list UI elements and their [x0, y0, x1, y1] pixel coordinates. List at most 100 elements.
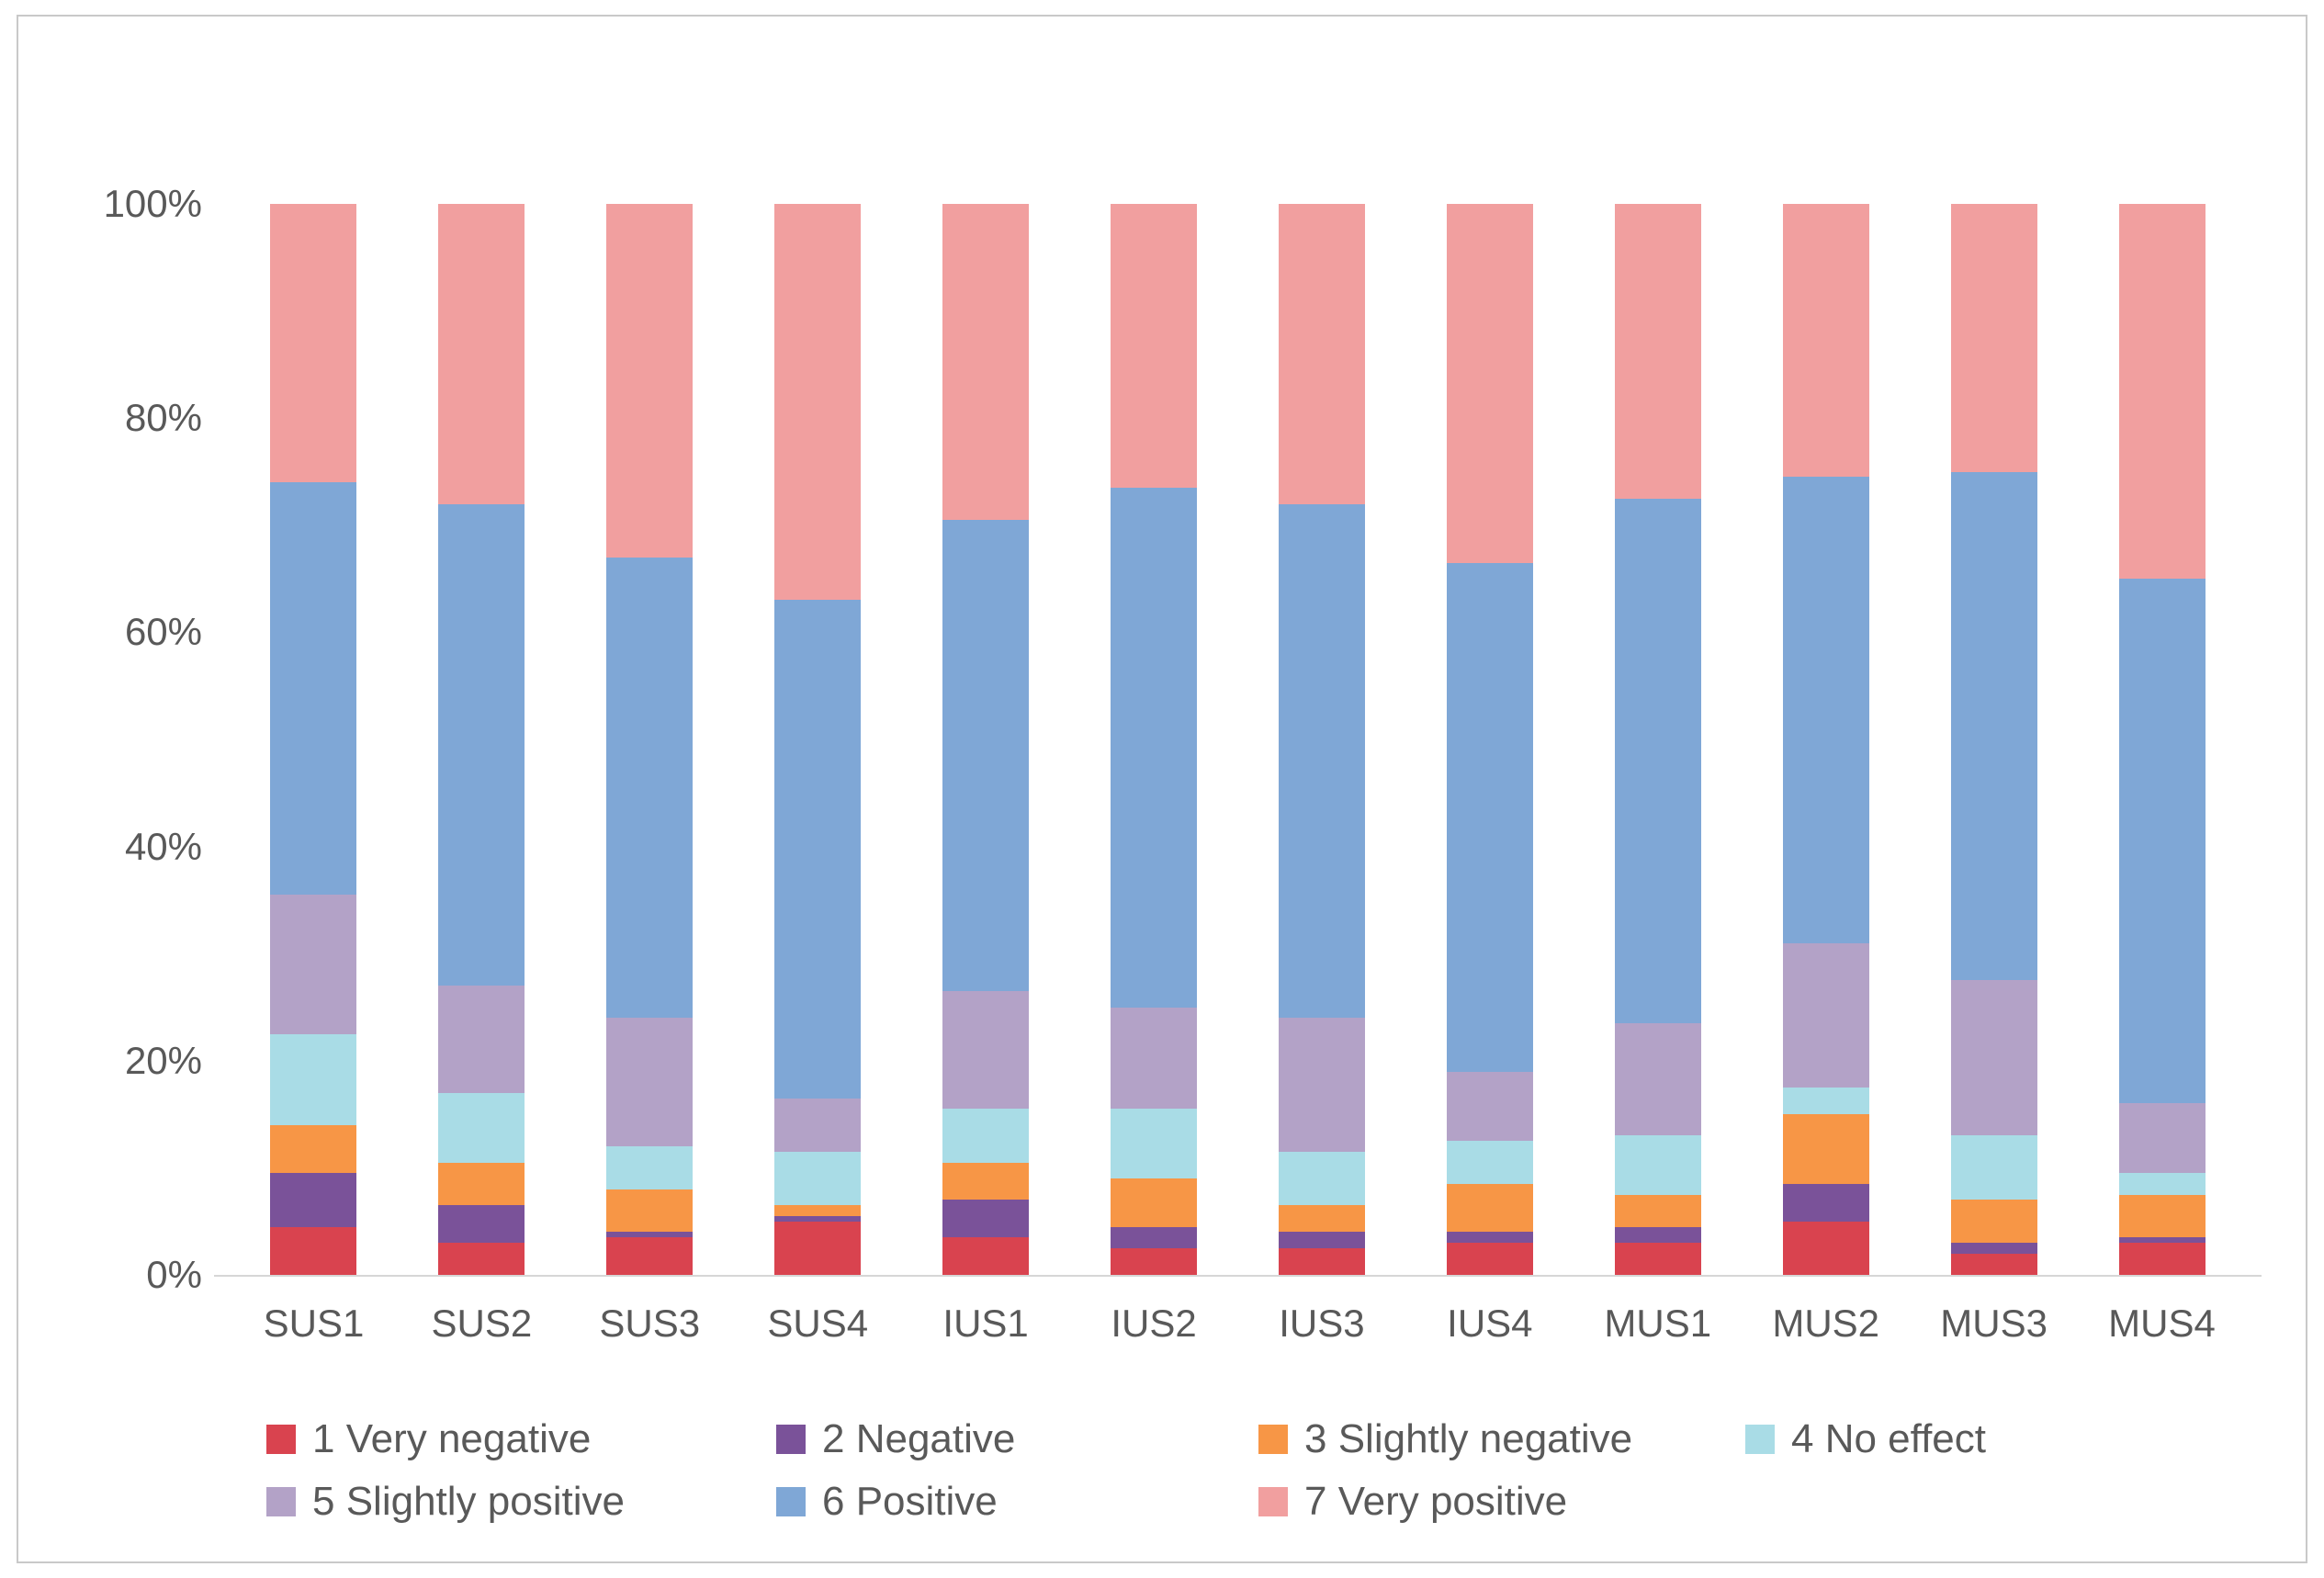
bar-segment: [1278, 204, 1365, 504]
bar-segment: [1950, 1200, 2037, 1244]
legend-label: 3 Slightly negative: [1304, 1416, 1633, 1461]
bar-segment: [606, 1018, 694, 1147]
bar-segment: [942, 1162, 1030, 1200]
legend-swatch: [266, 1487, 296, 1516]
bar-segment: [1950, 980, 2037, 1136]
bar: [942, 204, 1030, 1275]
bar-segment: [774, 1098, 862, 1152]
bar-segment: [942, 204, 1030, 521]
bar-segment: [1614, 498, 1701, 1024]
bar-segment: [1278, 503, 1365, 1019]
bar-segment: [270, 1033, 357, 1125]
x-axis-label: IUS1: [942, 1302, 1029, 1345]
x-axis-label: IUS2: [1111, 1302, 1197, 1345]
bar-segment: [1446, 1071, 1533, 1142]
x-axis-label: SUS2: [431, 1302, 533, 1345]
legend-item: 7 Very positive: [1258, 1482, 1745, 1522]
x-axis-label: IUS4: [1447, 1302, 1533, 1345]
bar-segment: [1446, 1232, 1533, 1244]
bar-segment: [1278, 1151, 1365, 1206]
bar-segment: [606, 1232, 694, 1238]
legend-item: 3 Slightly negative: [1258, 1419, 1745, 1460]
bar-segment: [2118, 1237, 2206, 1244]
bar-segment: [942, 520, 1030, 992]
bar-segment: [1950, 204, 2037, 472]
bar-segment: [774, 1221, 862, 1275]
bar: [774, 204, 862, 1275]
bar-segment: [1111, 1109, 1198, 1179]
bar-segment: [774, 1215, 862, 1222]
y-tick-label: 40%: [124, 824, 202, 868]
legend-item: 6 Positive: [776, 1482, 1258, 1522]
bar-segment: [1950, 471, 2037, 981]
bar-segment: [2118, 579, 2206, 1104]
x-axis-label: SUS1: [263, 1302, 365, 1345]
bar-segment: [774, 1151, 862, 1206]
legend-swatch: [776, 1487, 806, 1516]
y-tick-label: 20%: [124, 1038, 202, 1082]
legend-label: 5 Slightly positive: [312, 1479, 625, 1524]
bar-segment: [1111, 204, 1198, 489]
bar-segment: [1446, 1183, 1533, 1233]
bar-segment: [2118, 1194, 2206, 1238]
bar-segment: [1111, 1007, 1198, 1110]
x-axis-label: IUS3: [1279, 1302, 1365, 1345]
bar-segment: [1111, 488, 1198, 1008]
x-axis-line: [214, 1275, 2262, 1277]
bar-segment: [438, 204, 525, 504]
bar: [270, 204, 357, 1275]
bar-segment: [774, 1205, 862, 1216]
bar-segment: [1111, 1226, 1198, 1248]
bar-segment: [1278, 1018, 1365, 1152]
bar-segment: [438, 1243, 525, 1275]
y-tick-label: 0%: [146, 1253, 202, 1296]
bar-segment: [1950, 1135, 2037, 1200]
bar-segment: [942, 991, 1030, 1110]
bar-segment: [2118, 204, 2206, 580]
bar-segment: [270, 1124, 357, 1174]
bar-segment: [1782, 477, 1869, 943]
bar: [1278, 204, 1365, 1275]
bar-segment: [1446, 204, 1533, 563]
bar: [438, 204, 525, 1275]
bar-segment: [1782, 1221, 1869, 1275]
bar-segment: [942, 1109, 1030, 1163]
legend-label: 2 Negative: [822, 1416, 1016, 1461]
bar-segment: [1446, 562, 1533, 1072]
bar-segment: [774, 600, 862, 1099]
bar: [1950, 204, 2037, 1275]
bar-segment: [1950, 1253, 2037, 1275]
legend-item: 4 No effect: [1745, 1419, 1986, 1460]
legend-item: 2 Negative: [776, 1419, 1258, 1460]
bar-segment: [2118, 1173, 2206, 1195]
bar-segment: [1782, 1087, 1869, 1115]
legend-label: 7 Very positive: [1304, 1479, 1568, 1524]
legend-swatch: [1258, 1487, 1288, 1516]
bar-segment: [606, 557, 694, 1019]
bar-segment: [1446, 1243, 1533, 1275]
bar-segment: [1278, 1232, 1365, 1248]
bar-segment: [270, 482, 357, 896]
bar-segment: [774, 204, 862, 601]
legend-item: 1 Very negative: [266, 1419, 776, 1460]
legend-item: 5 Slightly positive: [266, 1482, 776, 1522]
x-axis-label: SUS3: [599, 1302, 701, 1345]
bar: [1782, 204, 1869, 1275]
bar-segment: [270, 895, 357, 1034]
bar: [606, 204, 694, 1275]
bar-segment: [1782, 204, 1869, 478]
bar-segment: [942, 1200, 1030, 1238]
bar-segment: [1111, 1247, 1198, 1275]
bar-segment: [270, 1173, 357, 1227]
bar-segment: [438, 1092, 525, 1163]
x-axis-label: MUS3: [1940, 1302, 2048, 1345]
bar-segment: [1614, 1194, 1701, 1227]
y-tick-label: 80%: [124, 396, 202, 440]
x-axis-label: MUS1: [1604, 1302, 1712, 1345]
bar-segment: [438, 986, 525, 1093]
bar-segment: [1278, 1247, 1365, 1275]
y-tick-label: 100%: [103, 182, 202, 225]
bar-segment: [1782, 1183, 1869, 1222]
bar: [1111, 204, 1198, 1275]
